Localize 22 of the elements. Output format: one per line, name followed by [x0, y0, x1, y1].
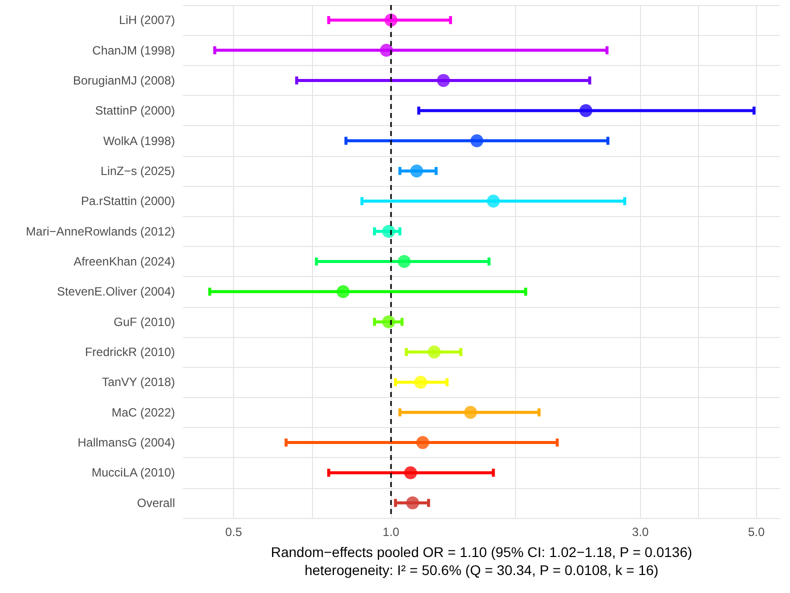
- y-tick-label: TanVY (2018): [102, 375, 175, 390]
- y-tick-label: Pa.rStattin (2000): [80, 194, 175, 208]
- y-tick-label: LiH (2007): [118, 13, 175, 28]
- y-tick-label: AfreenKhan (2024): [74, 254, 175, 268]
- y-tick-label: Mari−AnneRowlands (2012): [26, 224, 175, 238]
- y-tick-label: MaC (2022): [112, 405, 175, 420]
- y-tick-label: Overall: [136, 496, 175, 510]
- y-tick-label: GuF (2010): [114, 314, 176, 329]
- x-tick-label: 0.5: [225, 525, 242, 539]
- y-tick-label: BorugianMJ (2008): [72, 73, 175, 88]
- y-tick-label: StattinP (2000): [95, 104, 176, 118]
- y-tick-label: MucciLA (2010): [92, 466, 175, 480]
- y-tick-label: ChanJM (1998): [92, 43, 175, 58]
- y-tick-label: FredrickR (2010): [84, 345, 175, 360]
- x-tick-label: 5.0: [748, 525, 765, 539]
- x-tick-label: 1.0: [382, 525, 400, 539]
- y-tick-label: LinZ−s (2025): [100, 164, 175, 178]
- x-axis-title: Random−effects pooled OR = 1.10 (95% CI: 1.02−1.18, P = 0.0136) heterogeneity: I² = 50.6% (Q = 30.34, P = 0.0108, k = 16): [270, 544, 692, 578]
- y-tick-label: StevenE.Oliver (2004): [56, 284, 175, 299]
- x-tick-label: 3.0: [632, 525, 650, 539]
- y-tick-label: HallmansG (2004): [78, 436, 175, 450]
- y-tick-label: WolkA (1998): [103, 134, 176, 148]
